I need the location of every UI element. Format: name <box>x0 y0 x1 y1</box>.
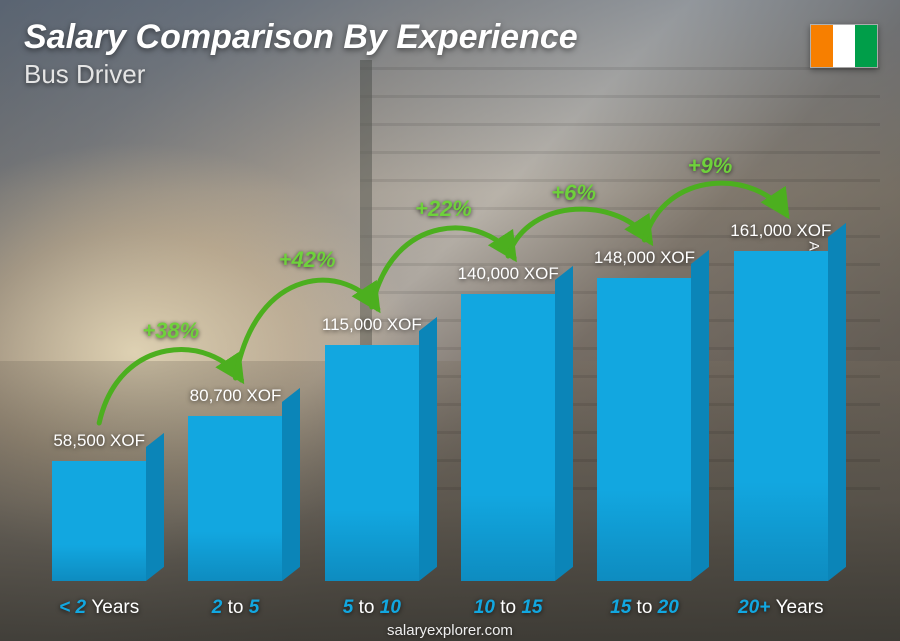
x-tick-label: 5 to 10 <box>313 597 431 619</box>
increase-pct-label: +22% <box>415 196 472 222</box>
x-tick-label: < 2 Years <box>40 597 158 619</box>
bar-side-face <box>146 433 164 581</box>
bar-column: 161,000 XOF <box>722 221 840 581</box>
bar-front-face <box>325 345 419 581</box>
increase-pct-label: +42% <box>279 247 336 273</box>
bar-front-face <box>52 461 146 581</box>
bar <box>325 345 419 581</box>
bar-value-label: 140,000 XOF <box>458 264 559 284</box>
bar-column: 148,000 XOF <box>585 248 703 581</box>
x-tick-label: 20+ Years <box>722 597 840 619</box>
country-flag-icon <box>810 24 878 68</box>
bar-side-face <box>282 388 300 581</box>
bar-value-label: 161,000 XOF <box>730 221 831 241</box>
bar-value-label: 58,500 XOF <box>53 431 145 451</box>
bar-front-face <box>734 251 828 581</box>
bar-column: 58,500 XOF <box>40 431 158 581</box>
bar-column: 115,000 XOF <box>313 315 431 581</box>
page-subtitle: Bus Driver <box>24 59 760 90</box>
bar <box>597 278 691 581</box>
flag-stripe-2 <box>833 25 855 67</box>
bar-side-face <box>419 317 437 581</box>
x-axis: < 2 Years 2 to 5 5 to 10 10 to 15 15 to 20 20… <box>40 597 840 619</box>
flag-stripe-1 <box>811 25 833 67</box>
footer-attribution: salaryexplorer.com <box>0 622 900 639</box>
bar-front-face <box>597 278 691 581</box>
bar-column: 80,700 XOF <box>176 386 294 581</box>
header: Salary Comparison By Experience Bus Driv… <box>24 18 760 90</box>
bar-column: 140,000 XOF <box>449 264 567 581</box>
bar-side-face <box>691 250 709 581</box>
bar <box>52 461 146 581</box>
bar-value-label: 115,000 XOF <box>322 315 422 335</box>
bar <box>461 294 555 581</box>
x-tick-label: 10 to 15 <box>449 597 567 619</box>
increase-pct-label: +38% <box>142 318 199 344</box>
bar-side-face <box>555 266 573 581</box>
x-tick-label: 15 to 20 <box>585 597 703 619</box>
bar <box>734 251 828 581</box>
bar-side-face <box>828 223 846 581</box>
flag-stripe-3 <box>855 25 877 67</box>
x-tick-label: 2 to 5 <box>176 597 294 619</box>
increase-pct-label: +9% <box>688 153 733 179</box>
bar-front-face <box>188 416 282 581</box>
bar-value-label: 148,000 XOF <box>594 248 695 268</box>
page-title: Salary Comparison By Experience <box>24 18 760 57</box>
increase-pct-label: +6% <box>551 180 596 206</box>
bar-value-label: 80,700 XOF <box>190 386 282 406</box>
bar <box>188 416 282 581</box>
bar-front-face <box>461 294 555 581</box>
